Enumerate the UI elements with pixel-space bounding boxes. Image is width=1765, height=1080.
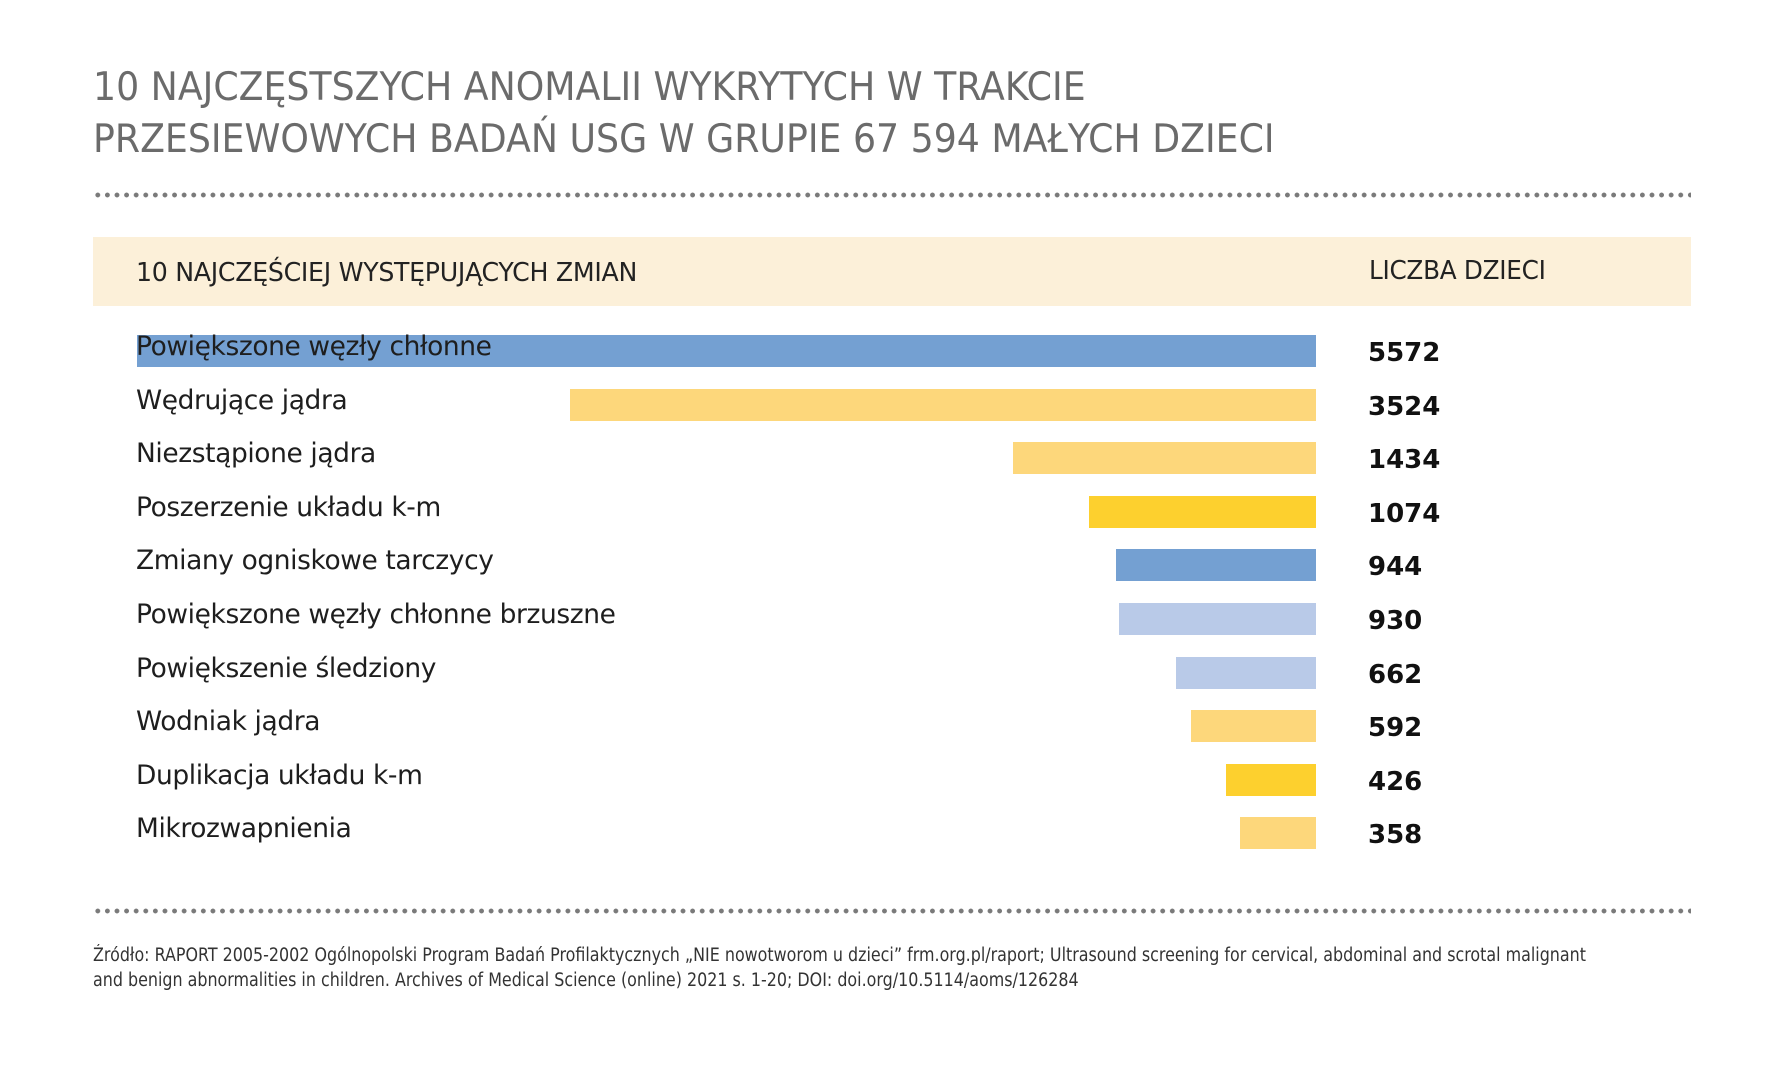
bar (1240, 817, 1316, 849)
dotted-divider-bottom (93, 908, 1691, 914)
category-label: Powiększenie śledziony (136, 653, 437, 684)
category-label: Wodniak jądra (136, 706, 321, 737)
source-footnote-line-2: and benign abnormalities in children. Ar… (93, 970, 1079, 991)
bar (1191, 710, 1316, 742)
bar (1089, 496, 1316, 528)
column-header-count: LICZBA DZIECI (1369, 256, 1546, 286)
source-footnote: Źródło: RAPORT 2005-2002 Ogólnopolski Pr… (93, 943, 1586, 993)
category-label: Powiększone węzły chłonne brzuszne (136, 599, 616, 630)
value-label: 1074 (1368, 499, 1441, 529)
category-label: Zmiany ogniskowe tarczycy (136, 545, 494, 576)
dotted-divider-top (93, 192, 1691, 198)
value-label: 5572 (1368, 338, 1441, 368)
bar (1116, 549, 1316, 581)
bar (137, 335, 1316, 367)
value-label: 1434 (1368, 445, 1441, 475)
category-label: Niezstąpione jądra (136, 438, 376, 469)
chart-title: 10 NAJCZĘSTSZYCH ANOMALII WYKRYTYCH W TR… (93, 62, 1544, 166)
bar (570, 389, 1316, 421)
category-label: Powiększone węzły chłonne (136, 331, 492, 362)
value-label: 426 (1368, 767, 1423, 797)
column-header-categories: 10 NAJCZĘŚCIEJ WYSTĘPUJĄCYCH ZMIAN (136, 258, 638, 288)
chart-title-line-2: PRZESIEWOWYCH BADAŃ USG W GRUPIE 67 594 … (93, 117, 1275, 162)
category-label: Wędrujące jądra (136, 385, 348, 416)
bar (1226, 764, 1316, 796)
value-label: 944 (1368, 552, 1423, 582)
category-label: Mikrozwapnienia (136, 813, 352, 844)
category-label: Duplikacja układu k-m (136, 760, 423, 791)
value-label: 358 (1368, 820, 1423, 850)
value-label: 662 (1368, 660, 1423, 690)
bar (1119, 603, 1316, 635)
bar (1176, 657, 1316, 689)
value-label: 3524 (1368, 392, 1441, 422)
source-footnote-line-1: Źródło: RAPORT 2005-2002 Ogólnopolski Pr… (93, 945, 1586, 966)
bar (1013, 442, 1316, 474)
value-label: 592 (1368, 713, 1423, 743)
column-header-band (93, 237, 1691, 306)
value-label: 930 (1368, 606, 1423, 636)
category-label: Poszerzenie układu k-m (136, 492, 441, 523)
chart-title-line-1: 10 NAJCZĘSTSZYCH ANOMALII WYKRYTYCH W TR… (93, 65, 1086, 110)
